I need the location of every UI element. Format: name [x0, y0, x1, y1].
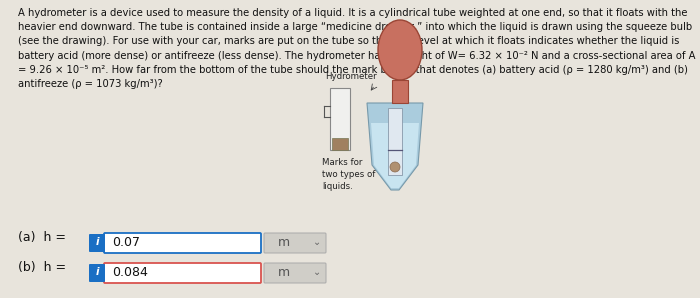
Text: Hydrometer: Hydrometer: [325, 72, 377, 81]
Ellipse shape: [390, 162, 400, 172]
Bar: [330, 88, 350, 150]
Text: m: m: [278, 235, 290, 249]
Ellipse shape: [378, 20, 422, 80]
Polygon shape: [367, 103, 423, 190]
FancyBboxPatch shape: [89, 264, 105, 282]
Text: battery acid (more dense) or antifreeze (less dense). The hydrometer has a weigh: battery acid (more dense) or antifreeze …: [18, 51, 696, 60]
Text: antifreeze (ρ = 1073 kg/m³)?: antifreeze (ρ = 1073 kg/m³)?: [18, 79, 162, 89]
Text: Marks for
two types of
liquids.: Marks for two types of liquids.: [322, 158, 375, 191]
Text: (b)  h =: (b) h =: [18, 262, 66, 274]
Text: i: i: [95, 237, 99, 247]
Text: A hydrometer is a device used to measure the density of a liquid. It is a cylind: A hydrometer is a device used to measure…: [18, 8, 687, 18]
Text: ⌄: ⌄: [313, 267, 321, 277]
FancyBboxPatch shape: [264, 233, 326, 253]
Text: 0.07: 0.07: [112, 235, 140, 249]
Bar: [392, 80, 408, 103]
Text: heavier end downward. The tube is contained inside a large “medicine dropper,” i: heavier end downward. The tube is contai…: [18, 22, 692, 32]
Text: = 9.26 × 10⁻⁵ m². How far from the bottom of the tube should the mark be put tha: = 9.26 × 10⁻⁵ m². How far from the botto…: [18, 65, 688, 75]
FancyBboxPatch shape: [89, 234, 105, 252]
FancyBboxPatch shape: [264, 263, 326, 283]
Text: ⌄: ⌄: [313, 237, 321, 247]
Text: (see the drawing). For use with your car, marks are put on the tube so that the : (see the drawing). For use with your car…: [18, 36, 680, 46]
FancyBboxPatch shape: [104, 233, 261, 253]
Text: (a)  h =: (a) h =: [18, 232, 66, 244]
Bar: [388, 108, 402, 175]
FancyBboxPatch shape: [104, 263, 261, 283]
Text: i: i: [95, 267, 99, 277]
Text: 0.084: 0.084: [112, 266, 148, 279]
Text: m: m: [278, 266, 290, 279]
Bar: [332, 138, 348, 150]
Polygon shape: [371, 123, 419, 188]
